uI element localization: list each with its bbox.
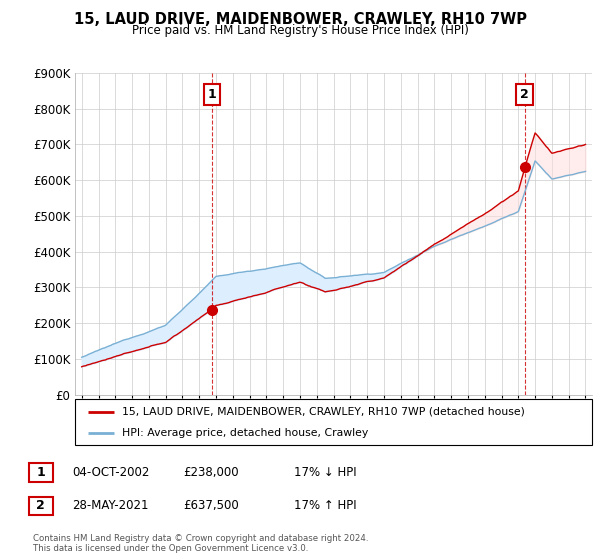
Text: £238,000: £238,000 [183, 465, 239, 479]
Text: 2: 2 [37, 499, 45, 512]
Text: 1: 1 [37, 465, 45, 479]
Text: 28-MAY-2021: 28-MAY-2021 [72, 499, 149, 512]
Text: 15, LAUD DRIVE, MAIDENBOWER, CRAWLEY, RH10 7WP: 15, LAUD DRIVE, MAIDENBOWER, CRAWLEY, RH… [74, 12, 527, 27]
Text: 1: 1 [208, 88, 216, 101]
Text: £637,500: £637,500 [183, 499, 239, 512]
Text: Price paid vs. HM Land Registry's House Price Index (HPI): Price paid vs. HM Land Registry's House … [131, 24, 469, 36]
Text: HPI: Average price, detached house, Crawley: HPI: Average price, detached house, Craw… [122, 428, 368, 438]
Text: 2: 2 [520, 88, 529, 101]
Text: 17% ↓ HPI: 17% ↓ HPI [294, 465, 356, 479]
Text: 15, LAUD DRIVE, MAIDENBOWER, CRAWLEY, RH10 7WP (detached house): 15, LAUD DRIVE, MAIDENBOWER, CRAWLEY, RH… [122, 407, 524, 417]
FancyBboxPatch shape [75, 399, 592, 445]
Text: 04-OCT-2002: 04-OCT-2002 [72, 465, 149, 479]
Text: 17% ↑ HPI: 17% ↑ HPI [294, 499, 356, 512]
Text: Contains HM Land Registry data © Crown copyright and database right 2024.
This d: Contains HM Land Registry data © Crown c… [33, 534, 368, 553]
